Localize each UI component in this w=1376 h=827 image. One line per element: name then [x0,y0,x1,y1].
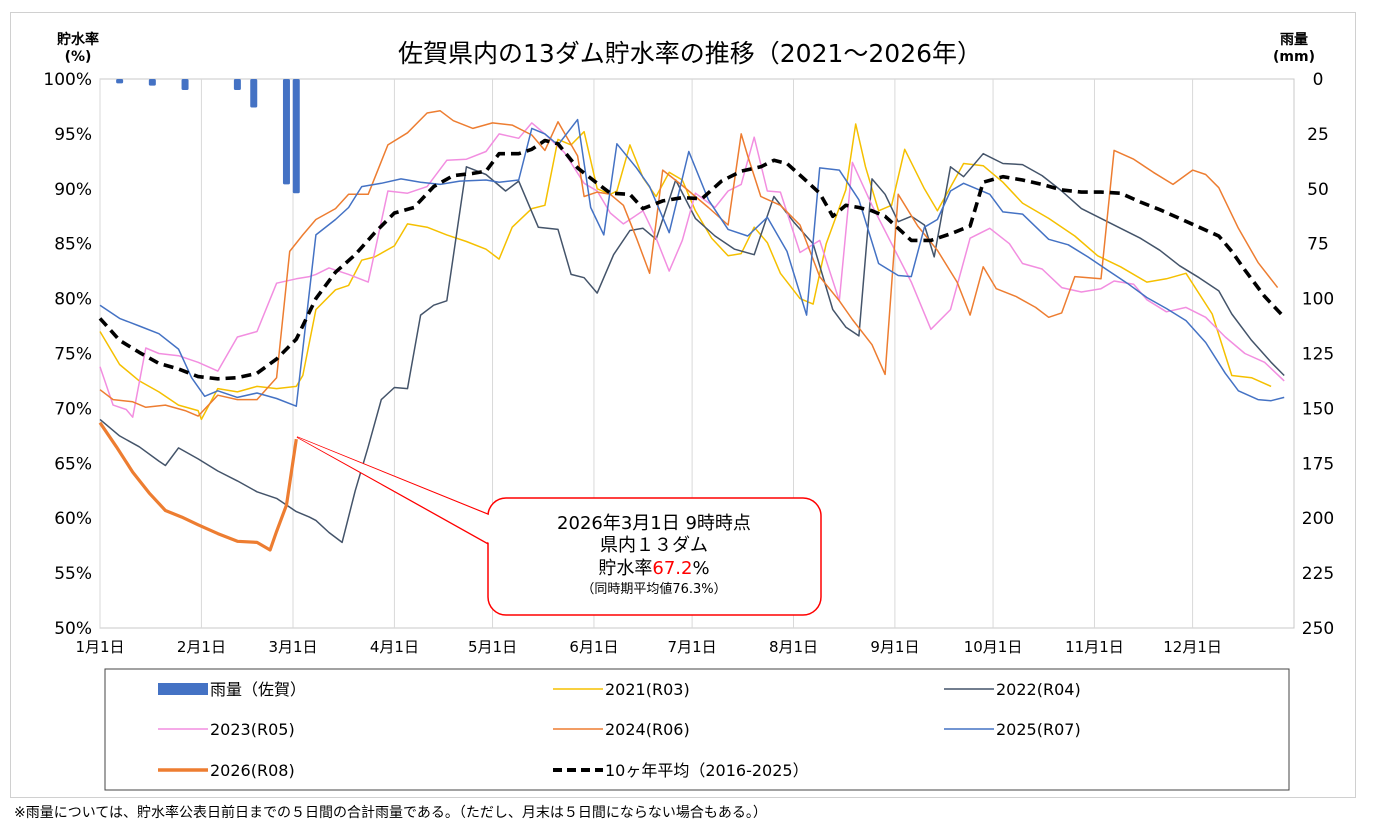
callout-rate-label: 貯水率 [598,558,652,579]
x-tick-label: 1月1日 [75,638,124,656]
x-tick-label: 3月1日 [268,638,317,656]
x-tick-label: 11月1日 [1065,638,1124,656]
y2-tick-label: 125 [1302,345,1334,365]
y2-tick-label: 0 [1313,70,1324,90]
callout-line2: 県内１３ダム [600,535,708,556]
x-tick-label: 12月1日 [1163,638,1222,656]
rain-bar [250,79,258,108]
y-tick-label: 100% [43,70,92,90]
legend-item-y2025: 2025(R07) [944,720,1081,739]
y2-tick-label: 100 [1302,290,1334,310]
y-tick-label: 65% [54,454,92,474]
chart-frame [10,12,1356,798]
y2-tick-label: 225 [1302,564,1334,584]
y-tick-labels: 100% 95% 90% 85% 80% 75% 70% 65% 60% 55% 50% [43,70,92,639]
callout-box [487,497,822,616]
series-line-y2023 [99,122,1285,418]
legend-label-y2021: 2021(R03) [605,680,690,699]
series-line-avg [98,138,1286,381]
y-tick-label: 95% [54,125,92,145]
y-tick-label: 85% [54,235,92,255]
x-tick-label: 10月1日 [964,638,1023,656]
rain-bar [181,79,189,90]
x-tick-labels: 1月1日 2月1日 3月1日 4月1日 5月1日 6月1日 7月1日 8月1日 9月1日 10月1… [75,638,1221,656]
x-tick-label: 4月1日 [370,638,419,656]
y2-tick-label: 25 [1307,125,1329,145]
x-tick-label: 9月1日 [870,638,919,656]
legend-item-rain: 雨量（佐賀） [158,680,306,699]
series-line-y2021 [99,123,1272,421]
y2-tick-label: 150 [1302,399,1334,419]
legend-box [104,668,1290,791]
legend-label-y2024: 2024(R06) [605,720,690,739]
rain-bar [282,79,290,185]
callout-rate-value: 67.2 [652,558,692,579]
y2-tick-labels: 0 25 50 75 100 125 150 175 200 225 250 [1302,70,1334,639]
series-line-y2024 [99,110,1279,417]
y-tick-label: 75% [54,345,92,365]
callout-line1: 2026年3月1日 9時時点 [557,513,751,534]
callout: 2026年3月1日 9時時点 県内１３ダム 貯水率67.2% （同時期平均値76… [296,436,822,616]
rain-bar [233,79,241,90]
callout-rate-unit: % [692,558,709,579]
callout-line4: （同時期平均値76.3%） [581,581,726,597]
legend-label-y2025: 2025(R07) [996,720,1081,739]
y-tick-label: 80% [54,290,92,310]
y-tick-label: 55% [54,564,92,584]
legend-label-y2026: 2026(R08) [210,761,295,780]
y2-tick-label: 175 [1302,454,1334,474]
y2-tick-label: 250 [1302,619,1334,639]
series-lines [98,110,1286,552]
rain-bar [292,79,300,194]
y2-tick-label: 50 [1307,180,1329,200]
y2-tick-label: 75 [1307,235,1329,255]
series-line-y2026 [98,421,298,552]
legend-item-y2023: 2023(R05) [158,720,295,739]
legend-label-avg: 10ヶ年平均（2016-2025） [605,761,809,780]
legend-swatch-rain [158,683,208,695]
x-tick-label: 5月1日 [468,638,517,656]
legend-item-y2022: 2022(R04) [944,680,1081,699]
y-tick-label: 70% [54,399,92,419]
left-unit-line2: (%) [65,49,92,65]
right-unit-line1: 雨量 [1280,32,1308,48]
y-tick-label: 60% [54,509,92,529]
legend-label-y2023: 2023(R05) [210,720,295,739]
x-tick-label: 8月1日 [769,638,818,656]
chart-title: 佐賀県内の13ダム貯水率の推移（2021～2026年） [398,39,982,68]
x-tick-label: 6月1日 [569,638,618,656]
x-tick-label: 7月1日 [668,638,717,656]
rain-bars [116,79,300,194]
footnote: ※雨量については、貯水率公表日前日までの５日間の合計雨量である。（ただし、月末は… [14,805,767,821]
right-unit-line2: (mm) [1273,49,1315,65]
y-tick-label: 90% [54,180,92,200]
rain-bar [148,79,156,86]
legend-label-y2022: 2022(R04) [996,680,1081,699]
legend-item-avg: 10ヶ年平均（2016-2025） [553,761,809,780]
callout-line3: 貯水率67.2% [598,558,709,579]
rain-bar [116,79,124,84]
legend: 雨量（佐賀） 2021(R03) 2022(R04) 2023(R05) 2024(R0… [158,680,1081,780]
left-unit-line1: 貯水率 [57,31,99,48]
y2-tick-label: 200 [1302,509,1334,529]
legend-item-y2021: 2021(R03) [553,680,690,699]
legend-label-rain: 雨量（佐賀） [210,680,306,699]
x-tick-label: 2月1日 [177,638,226,656]
y-tick-label: 50% [54,619,92,639]
legend-item-y2026: 2026(R08) [158,761,295,780]
legend-item-y2024: 2024(R06) [553,720,690,739]
series-line-y2025 [99,118,1285,407]
